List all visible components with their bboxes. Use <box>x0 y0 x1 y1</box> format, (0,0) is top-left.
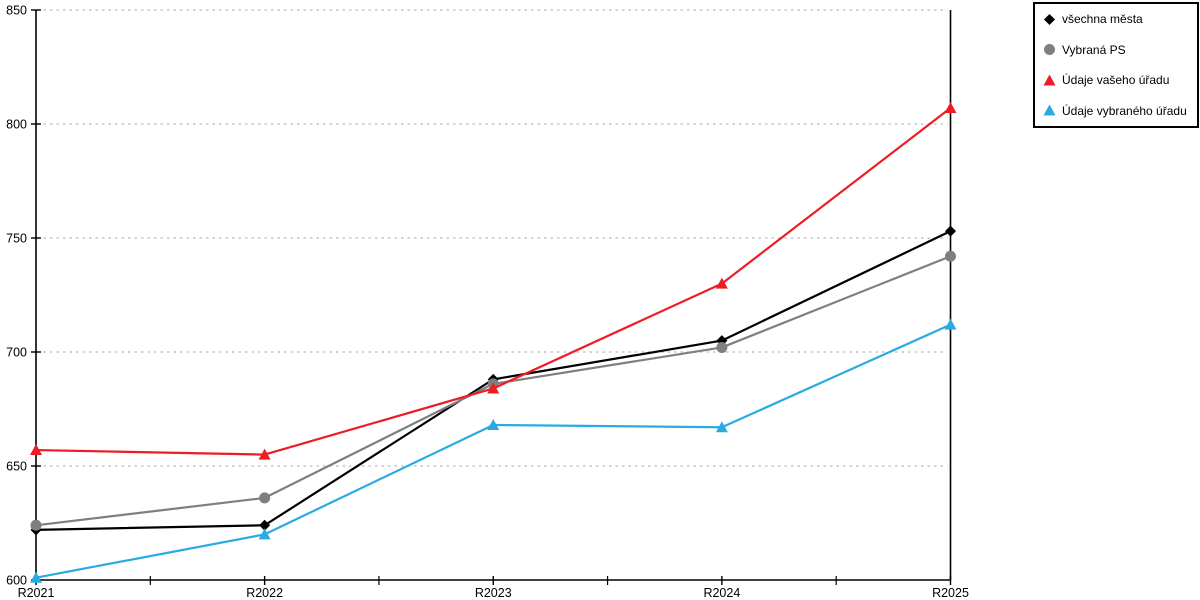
tick-label: 800 <box>6 118 27 132</box>
triangle-marker <box>715 277 728 289</box>
triangle-marker <box>487 382 500 394</box>
tick-label: R2024 <box>703 586 740 600</box>
circle-marker <box>1044 44 1055 56</box>
tick-label: R2021 <box>18 586 55 600</box>
triangle-marker <box>1043 74 1056 86</box>
circle-marker <box>716 341 728 353</box>
tick-label: 850 <box>6 4 27 18</box>
diamond-marker <box>1044 13 1055 25</box>
legend-label: Údaje vašeho úřadu <box>1062 73 1170 88</box>
triangle-marker <box>30 444 42 456</box>
series--daje-va-eho-adu <box>30 102 957 460</box>
tick-label: R2023 <box>475 586 512 600</box>
legend-label: Údaje vybraného úřadu <box>1062 103 1187 118</box>
triangle-icon <box>1043 104 1056 116</box>
circle-marker <box>30 519 42 531</box>
series-line <box>35 107 952 456</box>
triangle-marker <box>944 318 957 330</box>
legend-label: Vybraná PS <box>1062 42 1126 57</box>
tick-label: 650 <box>6 460 27 474</box>
triangle-marker <box>944 102 957 114</box>
legend-label: všechna města <box>1062 12 1143 26</box>
diamond-marker <box>259 519 271 531</box>
triangle-icon <box>1043 74 1056 86</box>
circle-marker <box>945 250 956 262</box>
circle-marker <box>259 492 271 504</box>
circle-icon <box>1044 44 1055 56</box>
tick-label: R2025 <box>932 586 969 600</box>
legend-item-vsechna-mesta: všechna města <box>1043 12 1191 26</box>
triangle-marker <box>258 448 271 460</box>
tick-label: 700 <box>6 346 27 360</box>
tick-label: 750 <box>6 232 27 246</box>
tick-label: R2022 <box>246 586 283 600</box>
triangle-marker <box>30 571 42 583</box>
tick-label: 600 <box>6 574 27 588</box>
series--daje-vybran-ho-adu <box>30 318 957 583</box>
triangle-marker <box>715 421 728 433</box>
triangle-marker <box>487 418 500 430</box>
diamond-marker <box>945 225 956 237</box>
legend: všechna města Vybraná PS Údaje vašeho úř… <box>1033 2 1199 128</box>
legend-item-udaje-vybraneho-uradu: Údaje vybraného úřadu <box>1043 104 1191 118</box>
triangle-marker <box>258 528 271 540</box>
legend-item-udaje-vaseho-uradu: Údaje vašeho úřadu <box>1043 73 1191 87</box>
diamond-icon <box>1044 13 1055 25</box>
triangle-marker <box>1043 104 1056 116</box>
legend-item-vybrana-ps: Vybraná PS <box>1043 43 1191 57</box>
series-line <box>35 323 951 579</box>
